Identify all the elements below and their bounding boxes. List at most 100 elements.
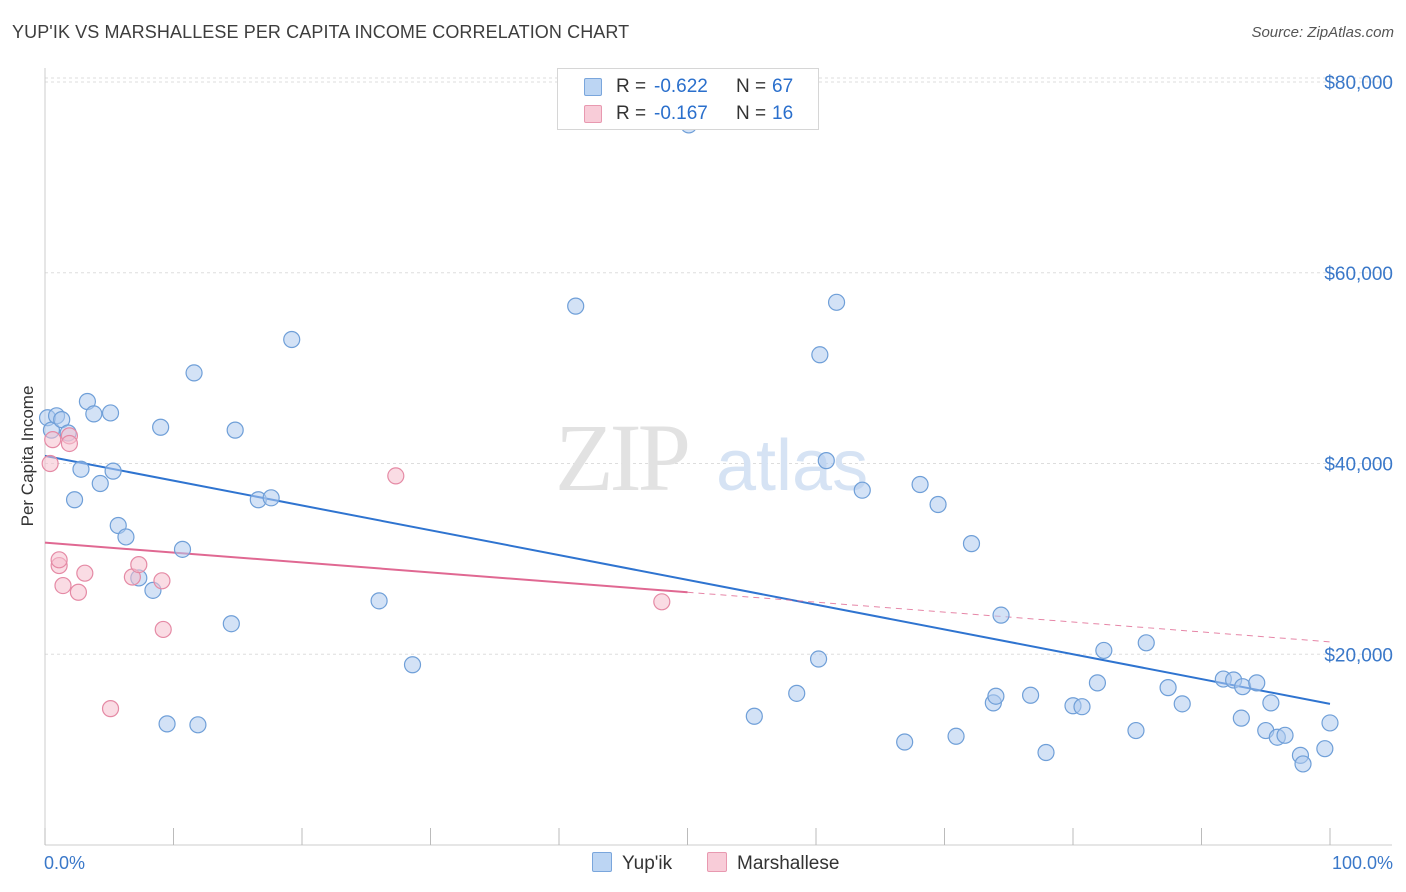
- yupik-point: [91, 474, 109, 493]
- n-label: N =: [736, 76, 767, 97]
- yupik-point: [1294, 755, 1312, 773]
- marshallese-point: [387, 467, 405, 485]
- marshallese-point: [653, 593, 671, 611]
- marshallese-point: [69, 583, 88, 601]
- yupik-point: [853, 481, 871, 499]
- marshallese-legend-label: Marshallese: [737, 853, 840, 874]
- yupik-point: [1248, 674, 1266, 692]
- r-value: -0.622: [654, 76, 708, 97]
- watermark-atlas: atlas: [716, 426, 868, 506]
- yupik-point: [1073, 698, 1091, 716]
- yupik-point: [117, 528, 135, 546]
- yupik-legend-label: Yup'ik: [622, 853, 673, 874]
- yupik-point: [817, 452, 835, 470]
- yupik-point: [788, 684, 806, 702]
- yupik-point: [226, 421, 244, 439]
- legend-item-marshallese: Marshallese: [707, 852, 839, 875]
- yupik-point: [1095, 641, 1113, 660]
- n-value: 67: [772, 76, 794, 97]
- yupik-point: [101, 404, 120, 422]
- yupik-point: [1021, 686, 1040, 704]
- legend-row-marshallese: R = -0.167 N = 16: [558, 101, 818, 127]
- marshallese-point: [44, 431, 62, 449]
- marshallese-point: [41, 454, 59, 473]
- yupik-point: [1159, 679, 1177, 697]
- yupik-point: [567, 297, 585, 315]
- yupik-point: [189, 716, 207, 734]
- yupik-point: [929, 495, 947, 514]
- yupik-point: [1088, 674, 1107, 692]
- yupik-swatch: [584, 78, 602, 96]
- n-label: N =: [736, 103, 767, 124]
- trend-lines: [44, 454, 1331, 705]
- n-value: 16: [772, 103, 794, 124]
- yupik-point: [1173, 695, 1191, 713]
- watermark-zip: ZIP: [555, 404, 688, 511]
- yupik-point: [85, 405, 103, 423]
- yupik-legend-swatch: [592, 852, 612, 872]
- y-tick-label: $80,000: [1324, 73, 1393, 94]
- marshallese-swatch: [584, 105, 602, 123]
- x-tick-label-min: 0.0%: [44, 853, 85, 873]
- yupik-point: [185, 364, 203, 382]
- r-label: R =: [616, 103, 647, 124]
- yupik-point: [65, 491, 84, 509]
- trend-line-solid: [44, 541, 688, 594]
- y-tick-label: $40,000: [1324, 455, 1393, 476]
- marshallese-point: [76, 564, 94, 582]
- marshallese-legend-swatch: [707, 852, 727, 872]
- yupik-point: [1234, 678, 1252, 696]
- marshallese-point: [50, 551, 68, 569]
- r-label: R =: [616, 76, 647, 97]
- marshallese-point: [54, 576, 72, 595]
- r-value: -0.167: [654, 103, 708, 124]
- yupik-point: [811, 346, 829, 364]
- yupik-point: [72, 460, 90, 478]
- yupik-point: [962, 535, 981, 553]
- yupik-point: [403, 656, 422, 674]
- y-tick-label: $60,000: [1324, 264, 1393, 285]
- yupik-point: [896, 733, 914, 751]
- data-points: [38, 116, 1339, 773]
- yupik-point: [992, 606, 1010, 624]
- chart-title: YUP'IK VS MARSHALLESE PER CAPITA INCOME …: [12, 22, 630, 42]
- yupik-point: [222, 615, 240, 633]
- yupik-point: [173, 540, 192, 558]
- yupik-point: [1316, 740, 1334, 758]
- yupik-point: [262, 489, 280, 507]
- yupik-point: [1127, 721, 1145, 740]
- marshallese-point: [130, 555, 148, 574]
- y-axis-title: Per Capita Income: [18, 386, 37, 527]
- yupik-point: [1137, 634, 1155, 652]
- correlation-legend: R = -0.622 N = 67 R = -0.167 N = 16: [557, 68, 819, 130]
- marshallese-point: [60, 434, 79, 453]
- yupik-point: [158, 715, 176, 733]
- legend-item-yupik: Yup'ik: [592, 852, 672, 875]
- yupik-point: [745, 707, 763, 725]
- yupik-point: [1321, 714, 1339, 732]
- yupik-point: [1232, 709, 1250, 727]
- watermark: ZIP atlas: [555, 404, 868, 511]
- yupik-point: [152, 418, 170, 436]
- x-tick-label-max: 100.0%: [1332, 853, 1393, 873]
- yupik-point: [911, 475, 929, 494]
- axis-labels: $20,000 $40,000 $60,000 $80,000 0.0% 100.0% Pe…: [18, 73, 1393, 873]
- gridlines: [45, 77, 1392, 655]
- yupik-point: [809, 650, 828, 668]
- yupik-point: [1262, 694, 1280, 712]
- yupik-point: [104, 462, 122, 480]
- yupik-point: [827, 293, 846, 311]
- yupik-point: [1037, 743, 1055, 762]
- legend-row-yupik: R = -0.622 N = 67: [558, 74, 818, 100]
- y-tick-label: $20,000: [1324, 645, 1393, 666]
- trend-line-solid: [44, 454, 1331, 705]
- marshallese-point: [153, 572, 171, 590]
- yupik-point: [1276, 726, 1294, 744]
- yupik-point: [987, 687, 1005, 705]
- marshallese-point: [154, 620, 172, 639]
- yupik-point: [947, 727, 965, 745]
- yupik-point: [283, 330, 301, 349]
- yupik-point: [370, 592, 388, 610]
- marshallese-point: [101, 700, 120, 718]
